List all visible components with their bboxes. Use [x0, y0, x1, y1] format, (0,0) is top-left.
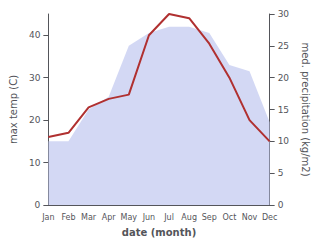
svg-text:max temp (C): max temp (C) [8, 75, 19, 144]
svg-text:5: 5 [278, 168, 284, 178]
svg-text:May: May [121, 213, 138, 222]
svg-text:Jun: Jun [142, 213, 156, 222]
svg-text:Mar: Mar [81, 213, 97, 222]
svg-text:30: 30 [278, 9, 290, 19]
svg-text:Jan: Jan [41, 213, 54, 222]
svg-text:20: 20 [29, 115, 41, 125]
svg-text:Jul: Jul [163, 213, 174, 222]
svg-text:Aug: Aug [181, 213, 197, 222]
svg-text:10: 10 [278, 136, 290, 146]
svg-text:Feb: Feb [61, 213, 75, 222]
svg-text:30: 30 [29, 73, 41, 83]
svg-text:25: 25 [278, 41, 289, 51]
svg-text:0: 0 [35, 200, 41, 210]
svg-text:Nov: Nov [242, 213, 258, 222]
svg-text:40: 40 [29, 30, 41, 40]
svg-text:med. precipitation (kg/m2): med. precipitation (kg/m2) [300, 42, 311, 176]
svg-text:Oct: Oct [222, 213, 236, 222]
svg-text:20: 20 [278, 73, 290, 83]
svg-text:0: 0 [278, 200, 284, 210]
svg-text:date (month): date (month) [122, 227, 196, 238]
svg-text:15: 15 [278, 105, 289, 115]
svg-text:10: 10 [29, 158, 41, 168]
svg-text:Dec: Dec [262, 213, 277, 222]
svg-text:Apr: Apr [102, 213, 117, 222]
svg-text:Sep: Sep [202, 213, 217, 222]
